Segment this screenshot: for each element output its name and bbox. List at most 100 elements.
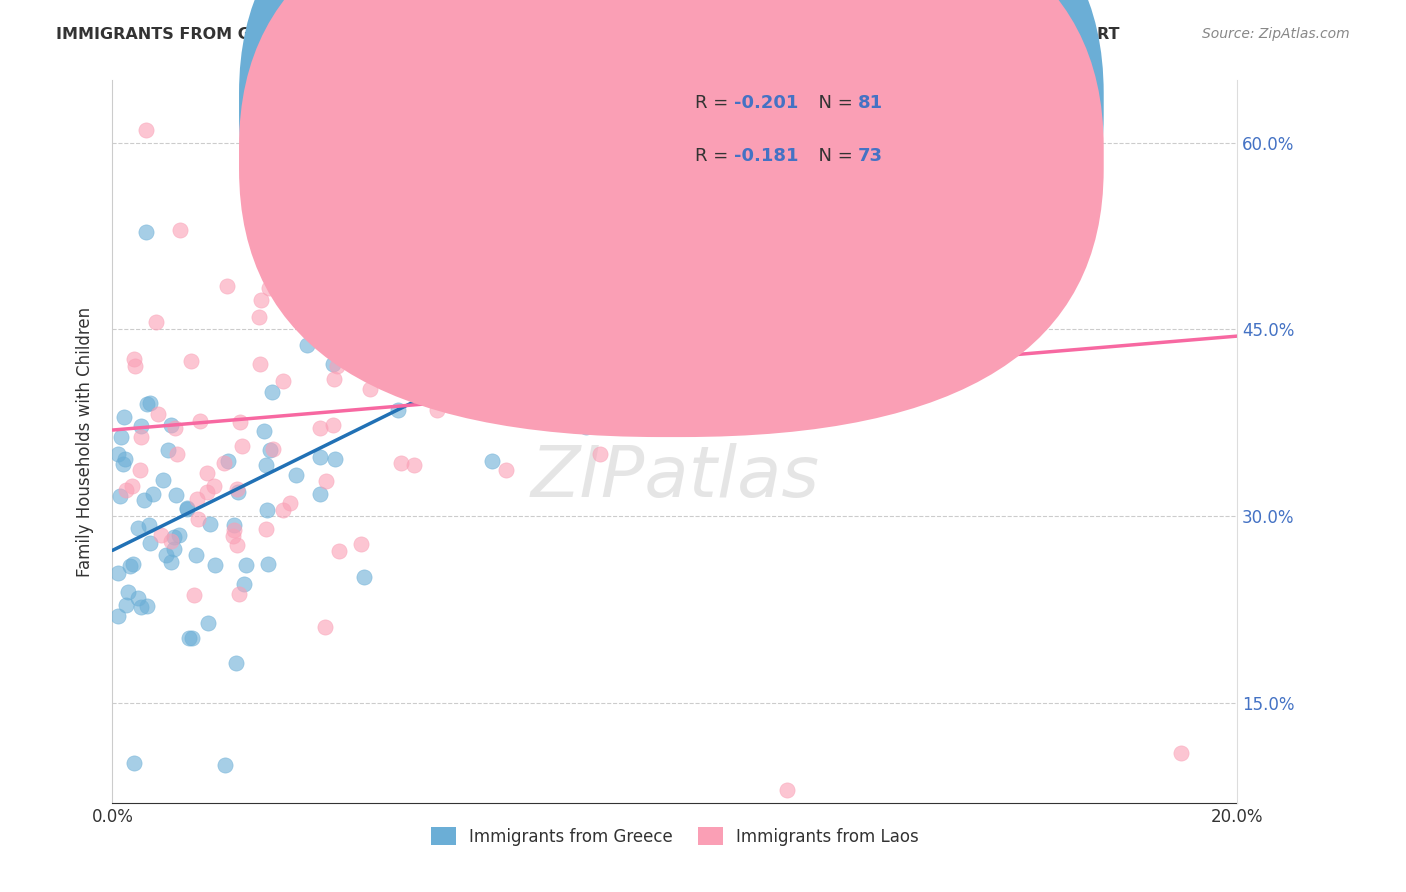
Immigrants from Greece <box>481 454 503 468</box>
Immigrants from Greece <box>107 608 129 623</box>
Immigrants from Laos <box>266 272 288 286</box>
Immigrants from Laos <box>322 322 344 336</box>
Immigrants from Greece <box>832 111 855 125</box>
Immigrants from Laos <box>186 492 208 507</box>
Immigrants from Greece <box>256 557 278 571</box>
Immigrants from Greece <box>309 450 332 464</box>
Immigrants from Greece <box>111 457 134 471</box>
Immigrants from Greece <box>350 277 373 291</box>
Immigrants from Greece <box>374 347 396 361</box>
Immigrants from Greece <box>152 473 174 487</box>
Immigrants from Laos <box>229 416 252 430</box>
Immigrants from Greece <box>176 500 198 515</box>
Immigrants from Greece <box>176 502 198 516</box>
Immigrants from Laos <box>145 315 167 329</box>
Immigrants from Laos <box>299 182 322 196</box>
Immigrants from Greece <box>135 599 157 614</box>
Immigrants from Laos <box>228 587 250 601</box>
Immigrants from Greece <box>322 357 344 371</box>
Immigrants from Laos <box>589 447 612 461</box>
Immigrants from Laos <box>165 421 187 435</box>
Immigrants from Greece <box>256 502 278 516</box>
Immigrants from Laos <box>1170 746 1192 760</box>
Immigrants from Laos <box>361 208 384 222</box>
Immigrants from Laos <box>122 351 145 366</box>
Immigrants from Laos <box>131 429 153 443</box>
Immigrants from Laos <box>495 463 517 477</box>
Immigrants from Laos <box>150 528 173 542</box>
Text: R =: R = <box>695 94 734 112</box>
Immigrants from Greece <box>110 489 132 503</box>
Immigrants from Greece <box>669 312 692 326</box>
Immigrants from Greece <box>692 206 714 220</box>
Immigrants from Laos <box>226 483 249 497</box>
Immigrants from Greece <box>575 420 598 434</box>
Immigrants from Greece <box>112 409 135 424</box>
Immigrants from Laos <box>527 396 550 410</box>
Immigrants from Greece <box>217 453 239 467</box>
Immigrants from Laos <box>271 374 294 388</box>
Immigrants from Greece <box>127 521 149 535</box>
Text: N =: N = <box>807 147 859 165</box>
Immigrants from Greece <box>122 557 145 571</box>
Immigrants from Laos <box>257 281 280 295</box>
Text: Source: ZipAtlas.com: Source: ZipAtlas.com <box>1202 27 1350 41</box>
Immigrants from Greece <box>609 216 631 230</box>
Immigrants from Greece <box>107 447 129 461</box>
Immigrants from Laos <box>124 359 146 373</box>
Immigrants from Laos <box>309 421 332 435</box>
Immigrants from Greece <box>167 527 190 541</box>
Immigrants from Greece <box>129 599 152 614</box>
Immigrants from Laos <box>426 403 449 417</box>
Immigrants from Greece <box>114 452 136 467</box>
Immigrants from Laos <box>751 73 773 87</box>
Immigrants from Greece <box>163 530 186 544</box>
Immigrants from Greece <box>157 442 180 457</box>
Immigrants from Laos <box>215 279 238 293</box>
Immigrants from Laos <box>395 281 418 295</box>
Immigrants from Greece <box>295 338 318 352</box>
Immigrants from Laos <box>183 588 205 602</box>
Immigrants from Laos <box>249 357 271 371</box>
Immigrants from Greece <box>114 599 136 613</box>
Immigrants from Greece <box>155 548 177 562</box>
Immigrants from Greece <box>139 396 162 410</box>
Immigrants from Laos <box>166 447 188 461</box>
Immigrants from Greece <box>254 458 277 472</box>
Immigrants from Laos <box>1054 151 1077 165</box>
Immigrants from Greece <box>352 302 374 317</box>
Immigrants from Greece <box>323 452 346 467</box>
Immigrants from Laos <box>202 479 225 493</box>
Immigrants from Laos <box>222 523 245 537</box>
Immigrants from Greece <box>139 536 162 550</box>
Immigrants from Greece <box>380 353 402 368</box>
Immigrants from Laos <box>354 308 377 322</box>
Immigrants from Greece <box>225 657 247 671</box>
Immigrants from Laos <box>323 371 346 385</box>
Immigrants from Laos <box>315 475 337 489</box>
Immigrants from Laos <box>569 285 592 300</box>
Immigrants from Greece <box>399 374 422 388</box>
Immigrants from Laos <box>146 407 169 421</box>
Immigrants from Greece <box>200 516 222 531</box>
Immigrants from Laos <box>250 293 273 307</box>
Immigrants from Laos <box>517 338 540 352</box>
Immigrants from Greece <box>138 517 160 532</box>
Immigrants from Laos <box>262 442 284 457</box>
Immigrants from Greece <box>142 487 165 501</box>
Immigrants from Greece <box>110 430 132 444</box>
Immigrants from Laos <box>231 439 253 453</box>
Immigrants from Laos <box>187 512 209 526</box>
Immigrants from Laos <box>180 354 202 368</box>
Immigrants from Laos <box>314 620 336 634</box>
Immigrants from Greece <box>262 385 284 400</box>
Immigrants from Laos <box>195 467 218 481</box>
Immigrants from Greece <box>214 758 236 772</box>
Immigrants from Greece <box>226 484 249 499</box>
Immigrants from Laos <box>214 456 236 470</box>
Immigrants from Greece <box>233 576 256 591</box>
Immigrants from Laos <box>359 383 381 397</box>
Immigrants from Greece <box>159 417 181 432</box>
Immigrants from Laos <box>195 484 218 499</box>
Immigrants from Greece <box>531 384 554 398</box>
